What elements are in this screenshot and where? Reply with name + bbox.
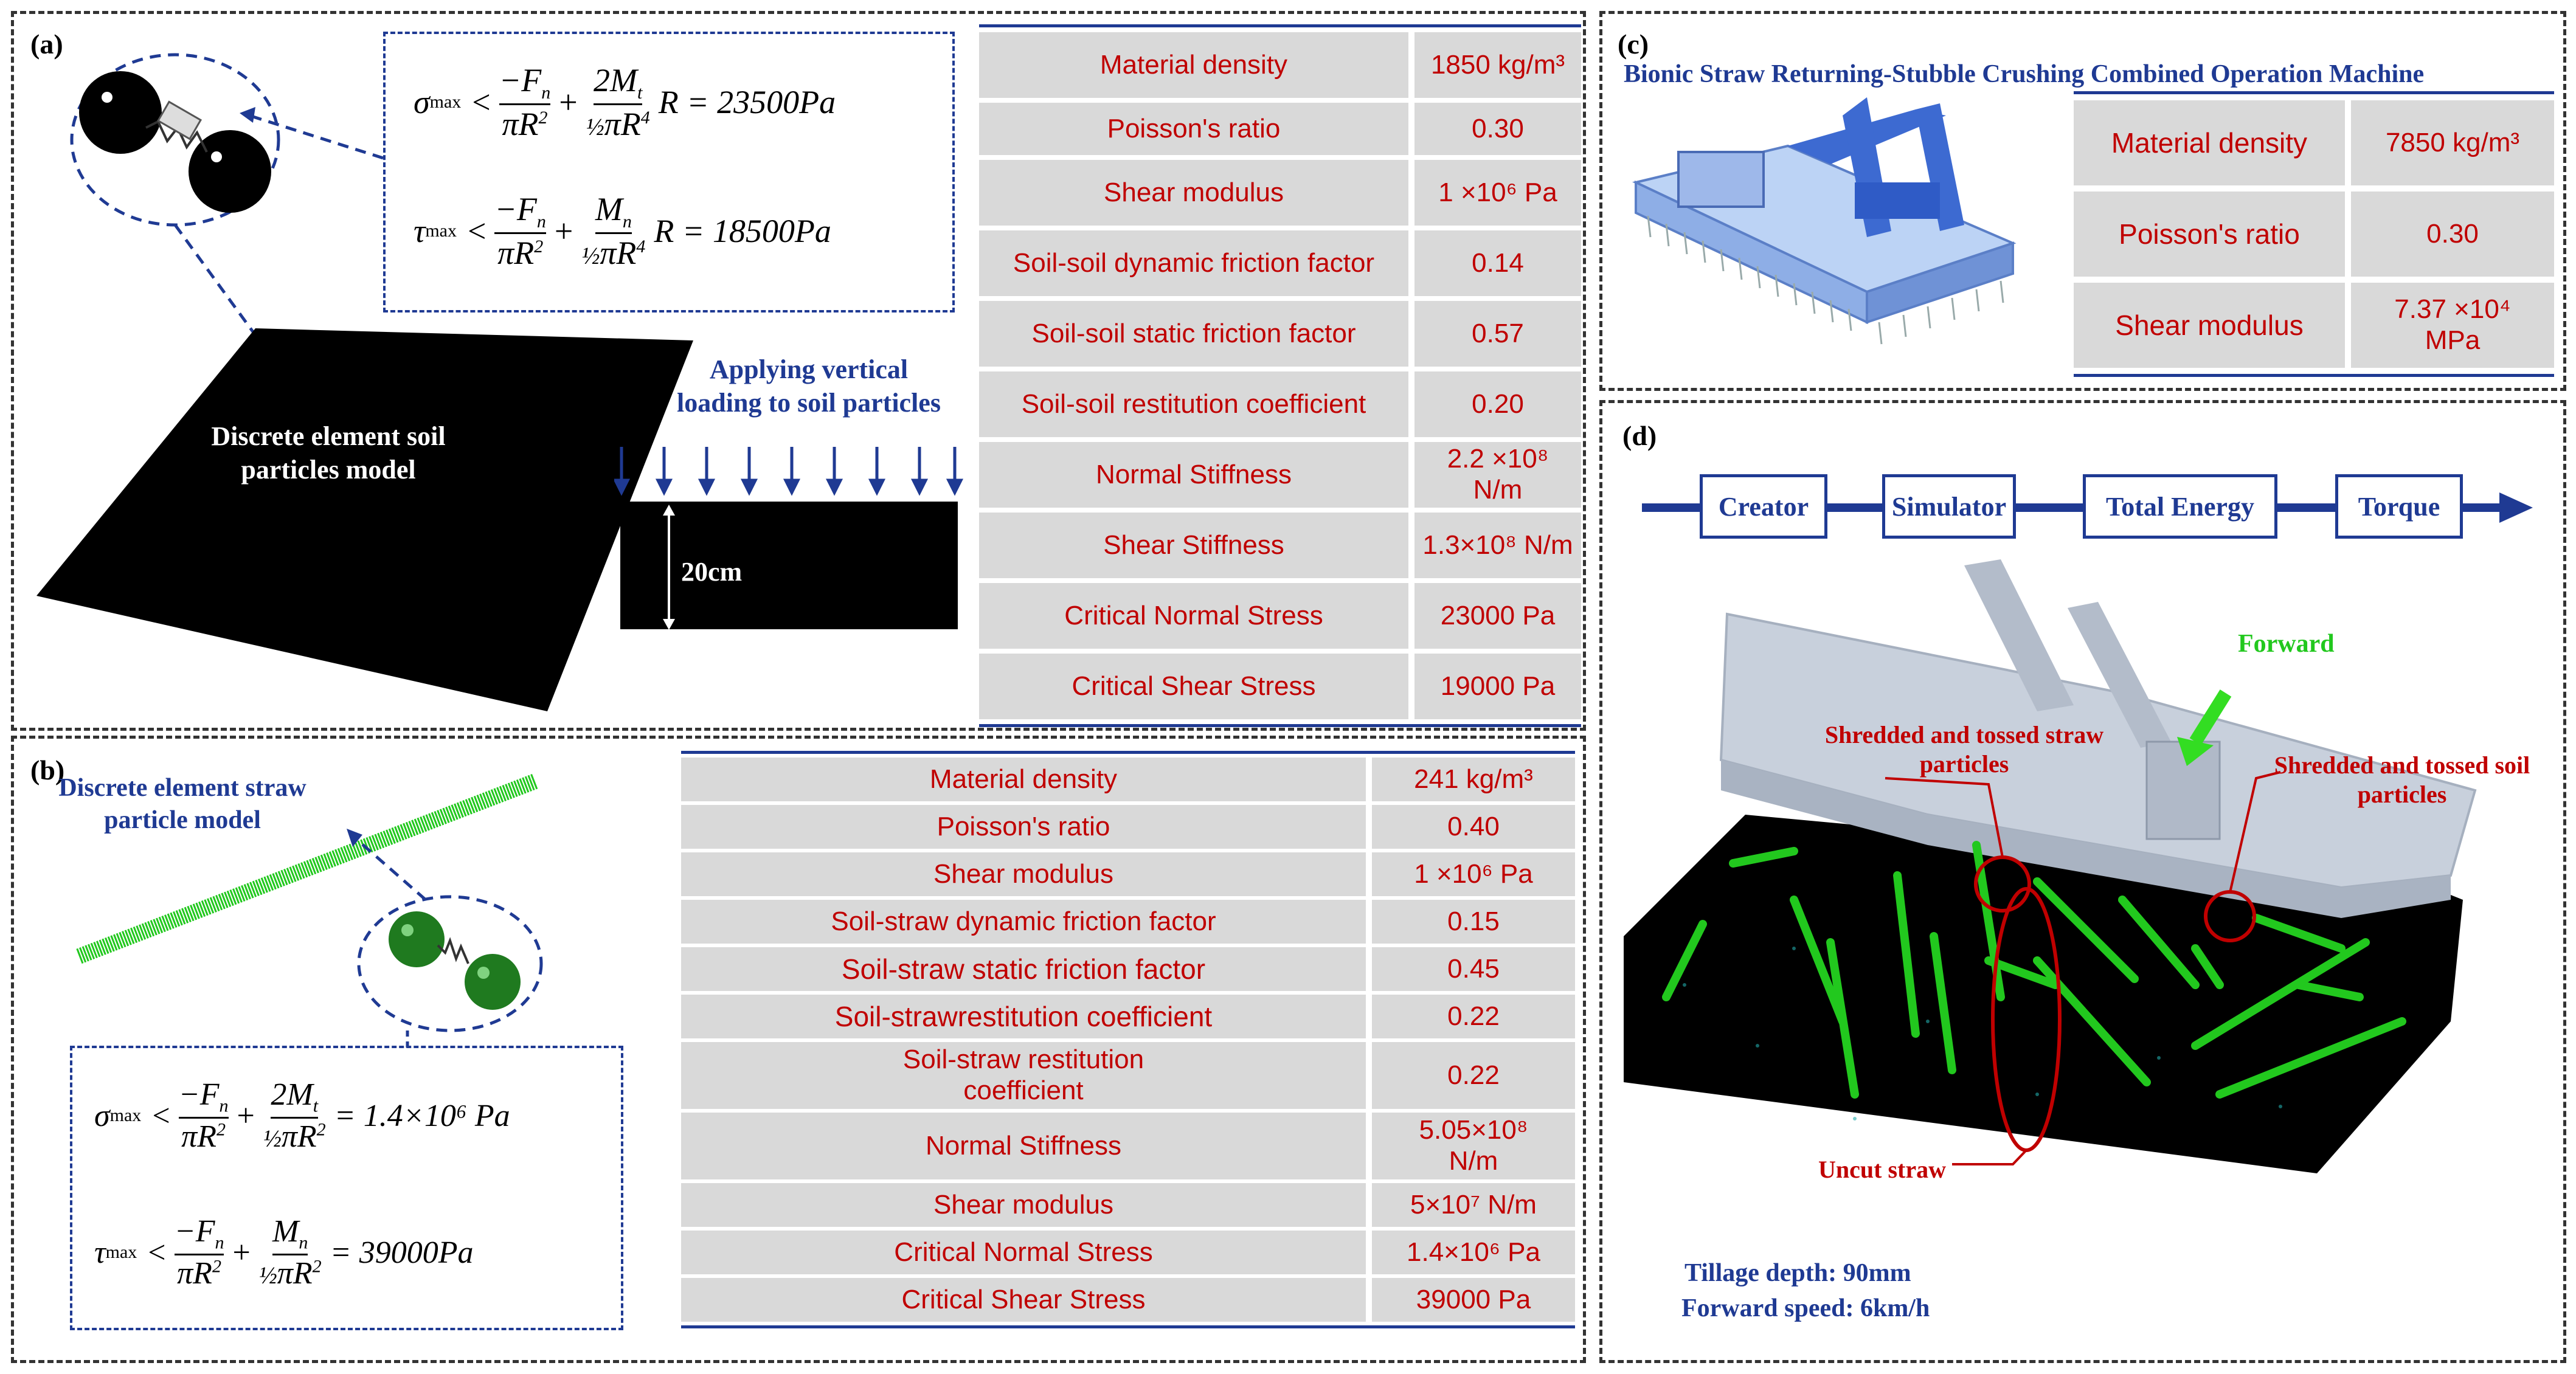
straw-bond-ellipse (357, 895, 543, 1032)
soil-model-caption: Discrete element soil particles model (211, 421, 446, 485)
straw-particle-strand (76, 773, 538, 964)
table-row: Soil-strawrestitution coefficient 0.22 (681, 995, 1575, 1038)
panel-b (11, 736, 1586, 1363)
table-row: Poisson's ratio 0.30 (2074, 192, 2554, 277)
table-row: Soil-soil dynamic friction factor 0.14 (979, 230, 1581, 296)
forward-speed-label: Forward speed: 6km/h (1681, 1294, 1930, 1322)
loading-caption: Applying vertical loading to soil partic… (677, 354, 941, 418)
table-row: Soil-soil restitution coefficient 0.20 (979, 371, 1581, 437)
table-row: Critical Shear Stress 19000 Pa (979, 654, 1581, 719)
panel-d-label: (d) (1622, 420, 1657, 451)
straw-model-caption: Discrete element straw particle model (58, 774, 306, 834)
straw-illustration (76, 773, 543, 1049)
straw-particle-right (465, 954, 521, 1010)
flow-step-simulator: Simulator (1882, 474, 2016, 539)
table-row: Soil-straw dynamic friction factor 0.15 (681, 900, 1575, 944)
panel-c (1599, 11, 2566, 391)
simulation-scene (1624, 559, 2477, 1173)
formula-tau-b: τ max < −Fn πR2 + Mn ½πR2 = 39000Pa (94, 1214, 474, 1291)
soil-bond-illustration (70, 53, 292, 386)
forward-label: Forward (2238, 630, 2335, 658)
straw-parameter-table: Material density 241 kg/m³ Poisson's rati… (681, 751, 1575, 1328)
flow-step-total-energy: Total Energy (2083, 474, 2277, 539)
straw-particles-label: Shredded and tossed straw particles (1824, 721, 2104, 778)
soil-particles-label: Shredded and tossed soil particles (2274, 751, 2530, 808)
table-row: Shear modulus 1 ×10⁶ Pa (681, 852, 1575, 896)
panel-c-label: (c) (1618, 29, 1649, 60)
soil-particle-left (79, 71, 162, 154)
panel-b-label: (b) (30, 754, 65, 785)
table-row: Soil-soil static friction factor 0.57 (979, 301, 1581, 367)
straw-particle-left (389, 911, 445, 967)
table-row: Shear modulus 7.37 ×10⁴ MPa (2074, 283, 2554, 368)
spring-icon (437, 937, 469, 964)
table-row: Poisson's ratio 0.40 (681, 805, 1575, 849)
machine-parameter-table: Material density 7850 kg/m³ Poisson's rat… (2074, 91, 2554, 377)
vertical-load-arrows (614, 447, 964, 630)
soil-particle-block (36, 328, 693, 711)
soil-column (620, 502, 958, 629)
table-row: Soil-straw restitution coefficient 0.22 (681, 1042, 1575, 1109)
table-row: Material density 1850 kg/m³ (979, 32, 1581, 98)
tillage-depth-label: Tillage depth: 90mm (1684, 1259, 1911, 1287)
machine-title: Bionic Straw Returning-Stubble Crushing … (1624, 60, 2425, 88)
table-row: Material density 241 kg/m³ (681, 758, 1575, 801)
uncut-straw-label: Uncut straw (1818, 1156, 1946, 1183)
panel-a-label: (a) (30, 29, 63, 60)
depth-label: 20cm (681, 557, 743, 587)
table-row: Shear modulus 5×10⁷ N/m (681, 1183, 1575, 1227)
forward-arrow (2189, 689, 2232, 745)
table-row: Poisson's ratio 0.30 (979, 103, 1581, 155)
formula-link-arrow (240, 107, 384, 160)
panel-a (11, 11, 1586, 731)
panel-d (1599, 400, 2566, 1363)
formula-box-a (383, 32, 955, 312)
flow-step-torque: Torque (2335, 474, 2463, 539)
table-row: Critical Normal Stress 23000 Pa (979, 583, 1581, 649)
table-row: Shear modulus 1 ×10⁶ Pa (979, 160, 1581, 226)
formula-tau-a: τ max < −Fn πR2 + Mn ½πR4 R = 18500Pa (414, 191, 831, 271)
formula-sigma-b: σ max < −Fn πR2 + 2Mt ½πR2 = 1.4×10⁶ Pa (94, 1077, 510, 1154)
table-row: Critical Normal Stress 1.4×10⁶ Pa (681, 1231, 1575, 1274)
table-row: Material density 7850 kg/m³ (2074, 100, 2554, 185)
flow-step-creator: Creator (1700, 474, 1827, 539)
table-row: Normal Stiffness 2.2 ×10⁸ N/m (979, 442, 1581, 508)
soil-particle-right (189, 130, 271, 213)
table-row: Shear Stiffness 1.3×10⁸ N/m (979, 513, 1581, 578)
formula-sigma-a: σ max < −Fn πR2 + 2Mt ½πR4 R = 23500Pa (414, 62, 836, 142)
machine-illustration (1632, 97, 2017, 345)
table-row: Critical Shear Stress 39000 Pa (681, 1278, 1575, 1322)
formula-box-b (70, 1046, 623, 1330)
table-row: Soil-straw static friction factor 0.45 (681, 947, 1575, 991)
soil-parameter-table: Material density 1850 kg/m³ Poisson's rat… (979, 24, 1581, 727)
table-row: Normal Stiffness 5.05×10⁸ N/m (681, 1113, 1575, 1179)
